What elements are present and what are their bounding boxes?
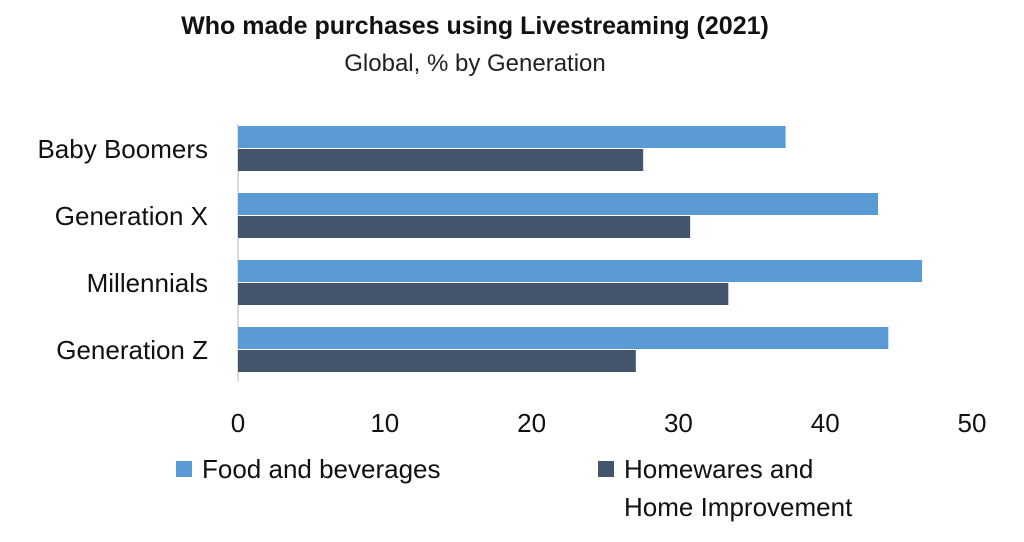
bar-chart-plot: Baby Boomers Generation X Millennials Gener… xyxy=(37,124,987,438)
legend-label-homewares-line2: Home Improvement xyxy=(624,492,853,522)
bar-food-generation-z xyxy=(238,327,889,349)
bar-food-millennials xyxy=(238,260,923,282)
legend-label-food: Food and beverages xyxy=(202,454,441,484)
bar-homewares-generation-x xyxy=(238,216,691,238)
category-label-baby-boomers: Baby Boomers xyxy=(37,134,208,164)
x-tick-label-10: 10 xyxy=(370,408,399,438)
category-label-generation-x: Generation X xyxy=(55,201,208,231)
bar-food-baby-boomers xyxy=(238,126,786,148)
legend-swatch-homewares xyxy=(598,461,614,477)
x-tick-label-50: 50 xyxy=(958,408,987,438)
x-tick-label-20: 20 xyxy=(517,408,546,438)
legend-item-food: Food and beverages xyxy=(176,450,441,488)
chart-subtitle: Global, % by Generation xyxy=(344,50,606,77)
chart-title: Who made purchases using Livestreaming (… xyxy=(181,12,769,40)
x-tick-label-0: 0 xyxy=(231,408,245,438)
bar-food-generation-x xyxy=(238,193,879,215)
bar-homewares-baby-boomers xyxy=(238,149,644,171)
legend-label-homewares-line1: Homewares and xyxy=(624,454,814,484)
x-tick-label-30: 30 xyxy=(664,408,693,438)
bar-homewares-millennials xyxy=(238,283,729,305)
x-tick-label-40: 40 xyxy=(811,408,840,438)
category-label-generation-z: Generation Z xyxy=(56,335,208,365)
category-label-millennials: Millennials xyxy=(87,268,208,298)
legend-label-homewares: Homewares and Home Improvement xyxy=(624,450,852,526)
legend-item-homewares: Homewares and Home Improvement xyxy=(598,450,852,526)
legend-swatch-food xyxy=(176,461,192,477)
bar-homewares-generation-z xyxy=(238,350,636,372)
